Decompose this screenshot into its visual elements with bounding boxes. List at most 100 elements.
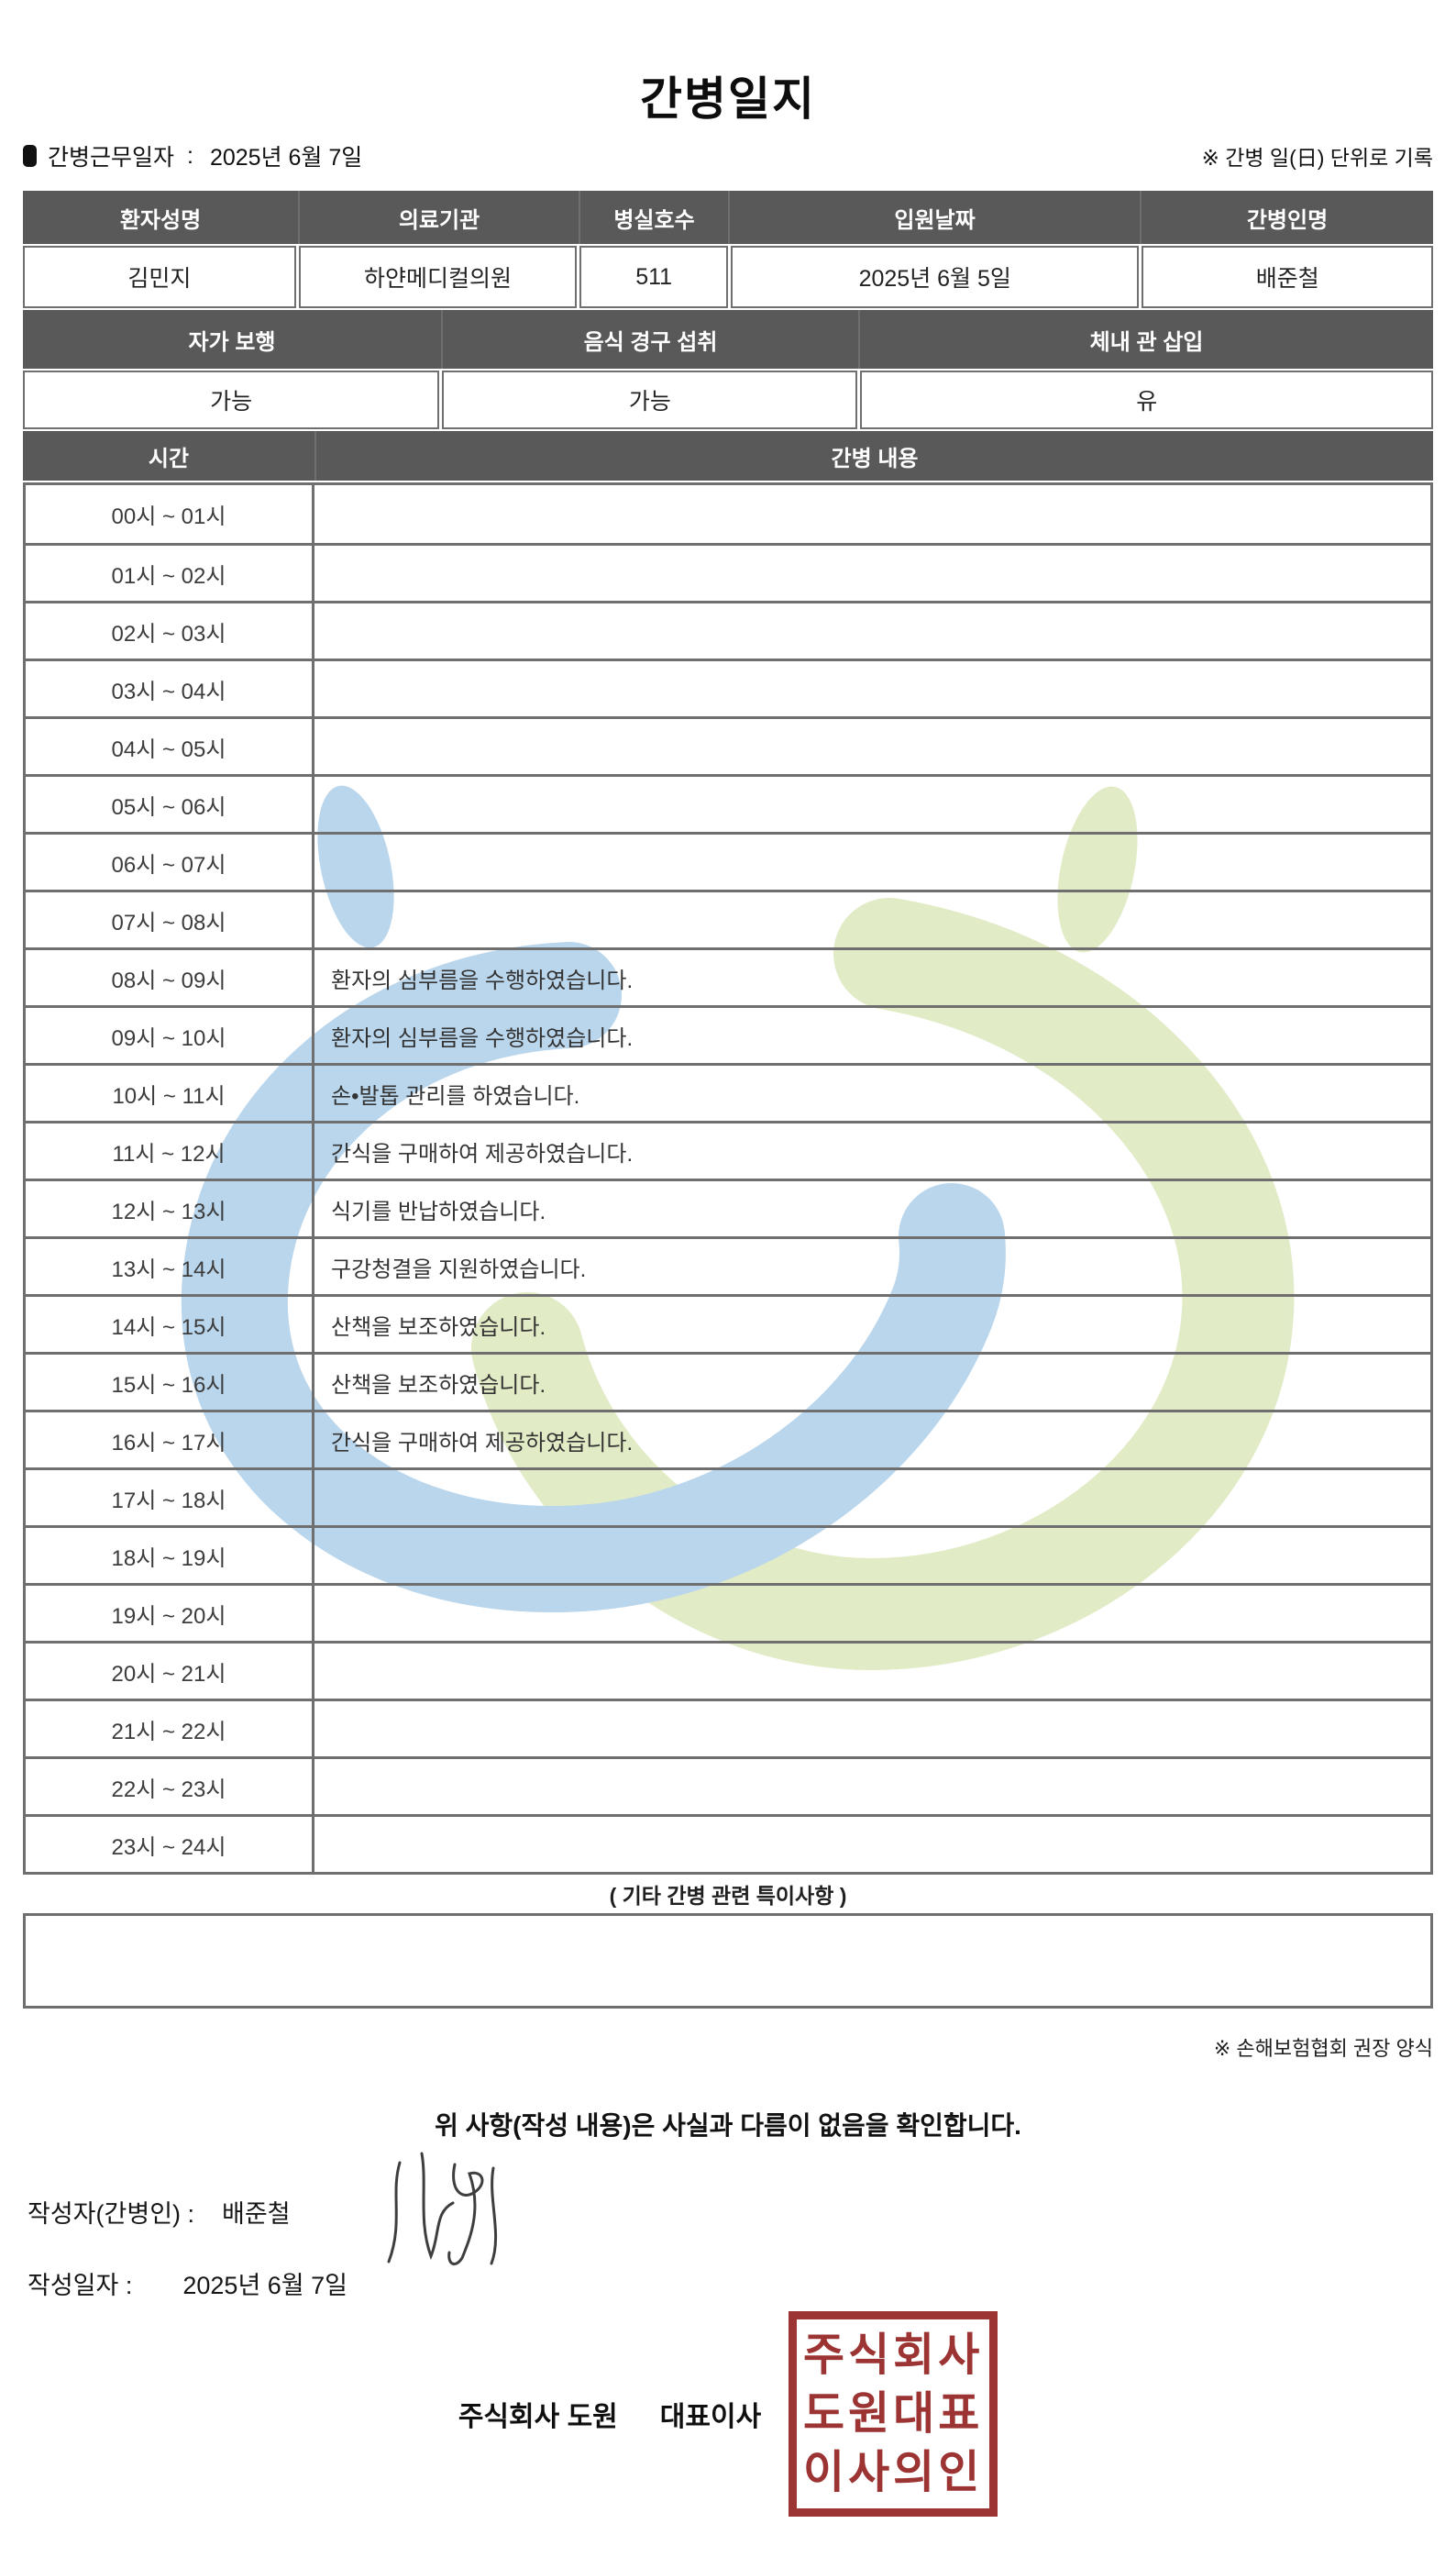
content-cell: 식기를 반납하였습니다.	[331, 1199, 546, 1224]
table-row: 11시 ~ 12시 간식을 구매하여 제공하였습니다.	[26, 1121, 1430, 1179]
writer-name: 배준철	[222, 2200, 291, 2228]
time-cell: 15시 ~ 16시	[26, 1355, 314, 1410]
stamp-text: 도원대표	[803, 2389, 984, 2439]
content-cell: 산책을 보조하였습니다.	[331, 1372, 546, 1398]
time-cell: 01시 ~ 02시	[26, 546, 314, 601]
date-line: 작성일자 : 2025년 6월 7일	[28, 2265, 347, 2301]
time-cell: 12시 ~ 13시	[26, 1181, 314, 1236]
value-cell: 하얀메디컬의원	[298, 246, 578, 308]
date-value: 2025년 6월 7일	[182, 2272, 347, 2299]
table-row: 03시 ~ 04시	[26, 659, 1430, 716]
content-column-header: 간병 내용	[314, 431, 1433, 481]
special-notes-title: ( 기타 간병 관련 특이사항 )	[609, 1884, 847, 1908]
table-row: 16시 ~ 17시 간식을 구매하여 제공하였습니다.	[26, 1410, 1430, 1467]
content-cell	[314, 835, 1430, 890]
content-cell	[314, 1759, 1430, 1814]
writer-label: 작성자(간병인) :	[28, 2200, 195, 2228]
patient-table-header: 환자성명 의료기관 병실호수 입원날짜 간병인명	[23, 191, 1433, 244]
content-cell: 손•발톱 관리를 하였습니다.	[331, 1083, 580, 1109]
value-cell: 511	[579, 246, 728, 308]
patient-table-values: 김민지 하얀메디컬의원 511 2025년 6월 5일 배준철	[23, 246, 1433, 308]
time-cell: 22시 ~ 23시	[26, 1759, 314, 1814]
time-cell: 02시 ~ 03시	[26, 603, 314, 659]
square-bullet-icon	[23, 145, 37, 167]
value-cell: 가능	[442, 371, 858, 429]
table-row: 14시 ~ 15시 산책을 보조하였습니다.	[26, 1294, 1430, 1352]
table-row: 01시 ~ 02시	[26, 543, 1430, 601]
content-cell	[314, 1701, 1430, 1756]
content-cell: 환자의 심부름을 수행하였습니다.	[331, 1025, 634, 1051]
signature-scribble	[387, 2152, 498, 2265]
content-cell	[314, 661, 1430, 716]
content-cell: 구강청결을 지원하였습니다.	[331, 1256, 587, 1282]
value-cell: 2025년 6월 5일	[731, 246, 1140, 308]
table-row: 17시 ~ 18시	[26, 1467, 1430, 1525]
time-cell: 13시 ~ 14시	[26, 1239, 314, 1294]
time-cell: 05시 ~ 06시	[26, 777, 314, 832]
content-cell	[314, 1817, 1430, 1872]
time-cell: 23시 ~ 24시	[26, 1817, 314, 1872]
company-name: 주식회사 도원	[458, 2402, 618, 2432]
work-date-line: 간병근무일자 : 2025년 6월 7일	[23, 139, 362, 172]
content-cell	[314, 719, 1430, 774]
time-column-header: 시간	[148, 446, 190, 471]
content-cell	[314, 603, 1430, 659]
time-cell: 03시 ~ 04시	[26, 661, 314, 716]
company-line: 주식회사 도원 대표이사	[458, 2394, 761, 2434]
status-table-header: 자가 보행 음식 경구 섭취 체내 관 삽입	[23, 310, 1433, 369]
content-cell: 환자의 심부름을 수행하였습니다.	[331, 968, 634, 993]
table-row: 21시 ~ 22시	[26, 1699, 1430, 1756]
table-row: 23시 ~ 24시	[26, 1814, 1430, 1872]
status-table-values: 가능 가능 유	[23, 371, 1433, 429]
time-cell: 17시 ~ 18시	[26, 1470, 314, 1525]
work-date-label: 간병근무일자	[48, 145, 175, 171]
time-cell: 09시 ~ 10시	[26, 1008, 314, 1063]
header-cell: 체내 관 삽입	[858, 310, 1433, 369]
content-cell	[314, 1528, 1430, 1583]
care-table-body: 00시 ~ 01시 01시 ~ 02시 02시 ~ 03시 03시 ~ 04시 04시 …	[23, 482, 1433, 1875]
date-label: 작성일자 :	[28, 2272, 133, 2299]
time-cell: 06시 ~ 07시	[26, 835, 314, 890]
table-row: 22시 ~ 23시	[26, 1756, 1430, 1814]
special-notes-box	[23, 1913, 1433, 2009]
time-cell: 21시 ~ 22시	[26, 1701, 314, 1756]
header-cell: 의료기관	[298, 191, 579, 244]
time-cell: 07시 ~ 08시	[26, 892, 314, 947]
content-cell	[314, 546, 1430, 601]
header-cell: 입원날짜	[728, 191, 1140, 244]
table-row: 15시 ~ 16시 산책을 보조하였습니다.	[26, 1352, 1430, 1410]
meta-line: 간병근무일자 : 2025년 6월 7일 ※ 간병 일(日) 단위로 기록	[23, 139, 1433, 172]
content-cell	[314, 777, 1430, 832]
table-row: 07시 ~ 08시	[26, 890, 1430, 947]
value-cell: 배준철	[1142, 246, 1433, 308]
ceo-title: 대표이사	[659, 2402, 762, 2432]
stamp-text: 주식회사	[803, 2330, 984, 2380]
header-cell: 환자성명	[119, 207, 202, 233]
table-row: 04시 ~ 05시	[26, 716, 1430, 774]
content-cell: 간식을 구매하여 제공하였습니다.	[331, 1430, 634, 1456]
header-cell: 음식 경구 섭취	[441, 310, 858, 369]
value-cell: 김민지	[23, 246, 296, 308]
header-cell: 자가 보행	[188, 329, 276, 355]
time-cell: 10시 ~ 11시	[26, 1066, 314, 1121]
table-row: 09시 ~ 10시 환자의 심부름을 수행하였습니다.	[26, 1005, 1430, 1063]
stamp-text: 이사의인	[803, 2448, 984, 2497]
content-cell	[314, 1470, 1430, 1525]
corporate-seal-stamp: 주식회사 도원대표 이사의인	[789, 2311, 998, 2517]
time-cell: 11시 ~ 12시	[26, 1124, 314, 1179]
table-row: 06시 ~ 07시	[26, 832, 1430, 890]
time-cell: 20시 ~ 21시	[26, 1644, 314, 1699]
table-row: 13시 ~ 14시 구강청결을 지원하였습니다.	[26, 1236, 1430, 1294]
writer-line: 작성자(간병인) : 배준철	[28, 2194, 291, 2230]
value-cell: 유	[860, 371, 1433, 429]
work-date-separator: :	[187, 142, 193, 169]
content-cell: 간식을 구매하여 제공하였습니다.	[331, 1141, 634, 1167]
table-row: 18시 ~ 19시	[26, 1525, 1430, 1583]
confirmation-statement: 위 사항(작성 내용)은 사실과 다름이 없음을 확인합니다.	[435, 2111, 1021, 2140]
company-seal-row: 주식회사 도원 대표이사 주식회사 도원대표 이사의인	[0, 2311, 1456, 2517]
content-cell	[314, 485, 1430, 543]
header-cell: 병실호수	[579, 191, 728, 244]
table-row: 19시 ~ 20시	[26, 1583, 1430, 1641]
table-row: 10시 ~ 11시 손•발톱 관리를 하였습니다.	[26, 1063, 1430, 1121]
